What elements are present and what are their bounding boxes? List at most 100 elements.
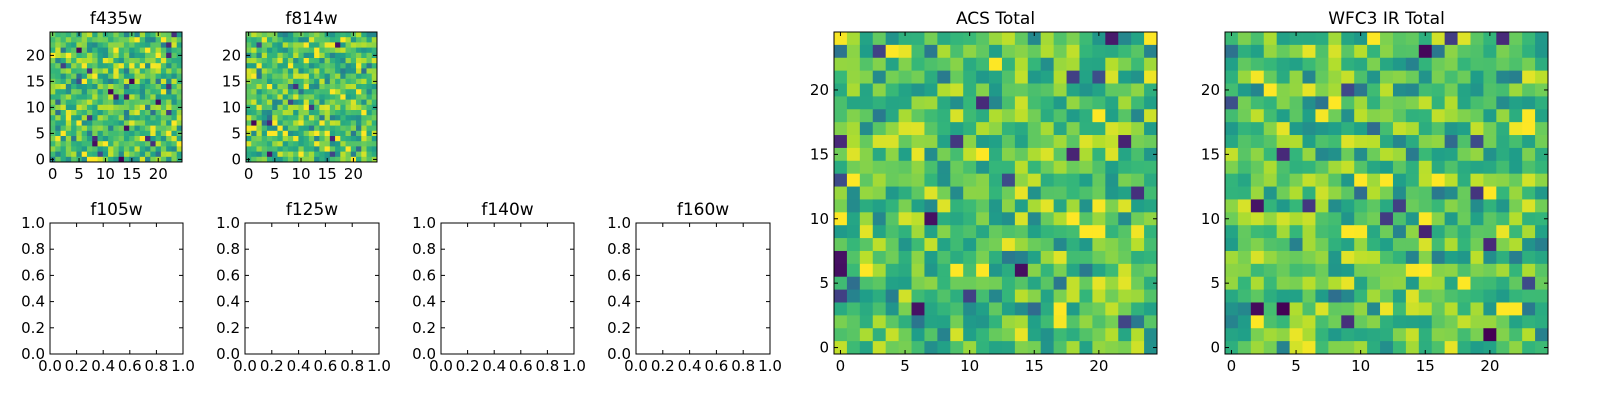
- image-cell: [1237, 83, 1252, 97]
- image-cell: [129, 99, 135, 106]
- x-tick-label: 0: [244, 165, 254, 183]
- image-cell: [129, 52, 135, 59]
- image-cell: [108, 130, 114, 137]
- image-cell: [293, 63, 299, 69]
- image-cell: [50, 151, 56, 158]
- image-cell: [1144, 96, 1158, 110]
- image-cell: [937, 109, 951, 123]
- image-cell: [319, 125, 325, 132]
- image-cell: [108, 94, 114, 100]
- image-cell: [937, 186, 951, 200]
- image-cell: [1328, 96, 1342, 110]
- image-cell: [303, 104, 310, 111]
- image-cell: [1131, 186, 1145, 200]
- image-cell: [176, 125, 183, 132]
- image-cell: [166, 115, 172, 121]
- image-cell: [1105, 276, 1119, 290]
- image-cell: [329, 146, 336, 152]
- image-cell: [1380, 341, 1394, 355]
- image-cell: [81, 58, 88, 64]
- image-cell: [1483, 122, 1497, 136]
- image-cell: [350, 151, 357, 158]
- image-cell: [937, 160, 951, 175]
- image-cell: [160, 68, 167, 74]
- image-cell: [76, 94, 83, 100]
- image-cell: [92, 94, 98, 100]
- image-cell: [1118, 44, 1132, 59]
- image-cell: [1470, 160, 1484, 175]
- image-cell: [324, 84, 331, 90]
- image-cell: [1302, 135, 1316, 149]
- image-cell: [139, 47, 146, 54]
- image-cell: [60, 156, 67, 163]
- image-cell: [329, 42, 336, 48]
- image-cell: [86, 130, 93, 137]
- image-cell: [1470, 186, 1484, 200]
- image-cell: [846, 70, 861, 84]
- image-cell: [1053, 122, 1067, 136]
- image-cell: [1118, 96, 1132, 110]
- image-cell: [71, 120, 77, 126]
- image-cell: [277, 115, 284, 121]
- image-cell: [1509, 83, 1523, 97]
- image-cell: [1380, 173, 1394, 187]
- image-cell: [1079, 70, 1093, 84]
- image-cell: [145, 78, 151, 85]
- image-cell: [1457, 225, 1471, 239]
- image-cell: [287, 136, 294, 142]
- image-cell: [97, 125, 104, 132]
- image-cell: [1263, 160, 1278, 175]
- image-cell: [86, 146, 93, 152]
- image-cell: [1354, 263, 1368, 278]
- image-cell: [81, 99, 88, 106]
- image-cell: [129, 146, 135, 152]
- image-cell: [171, 115, 178, 121]
- image-cell: [60, 89, 67, 95]
- image-cell: [1263, 212, 1278, 226]
- image-cell: [118, 58, 125, 64]
- image-cell: [371, 110, 378, 116]
- image-cell: [123, 68, 130, 74]
- image-cell: [1040, 212, 1055, 226]
- image-cell: [102, 151, 109, 158]
- image-cell: [366, 42, 373, 48]
- image-cell: [55, 156, 61, 163]
- image-cell: [1392, 276, 1407, 290]
- image-cell: [246, 115, 252, 121]
- image-cell: [1276, 263, 1290, 278]
- image-cell: [113, 89, 120, 95]
- image-cell: [1040, 96, 1055, 110]
- image-cell: [859, 122, 874, 136]
- image-cell: [160, 156, 167, 163]
- image-cell: [1431, 173, 1446, 187]
- image-cell: [123, 52, 130, 59]
- image-cell: [282, 99, 289, 106]
- image-cell: [1066, 199, 1080, 213]
- f105w-axes-frame: [49, 222, 184, 355]
- image-cell: [272, 136, 278, 142]
- image-cell: [134, 42, 141, 48]
- image-cell: [885, 173, 899, 187]
- image-cell: [329, 52, 336, 59]
- image-cell: [1392, 122, 1407, 136]
- image-cell: [71, 146, 77, 152]
- image-cell: [298, 63, 305, 69]
- image-cell: [1302, 302, 1316, 316]
- image-cell: [1131, 302, 1145, 316]
- image-cell: [1066, 212, 1080, 226]
- image-cell: [266, 63, 273, 69]
- x-tick-label: 0.0: [233, 357, 257, 375]
- image-cell: [1118, 160, 1132, 175]
- image-cell: [1289, 109, 1303, 123]
- image-cell: [345, 63, 352, 69]
- image-cell: [976, 341, 990, 355]
- image-cell: [1496, 199, 1510, 213]
- image-cell: [71, 73, 77, 80]
- f140w-title: f140w: [481, 200, 533, 220]
- image-cell: [1354, 199, 1368, 213]
- image-cell: [1354, 250, 1368, 265]
- image-cell: [108, 32, 114, 38]
- image-cell: [256, 58, 263, 64]
- image-cell: [1225, 96, 1239, 110]
